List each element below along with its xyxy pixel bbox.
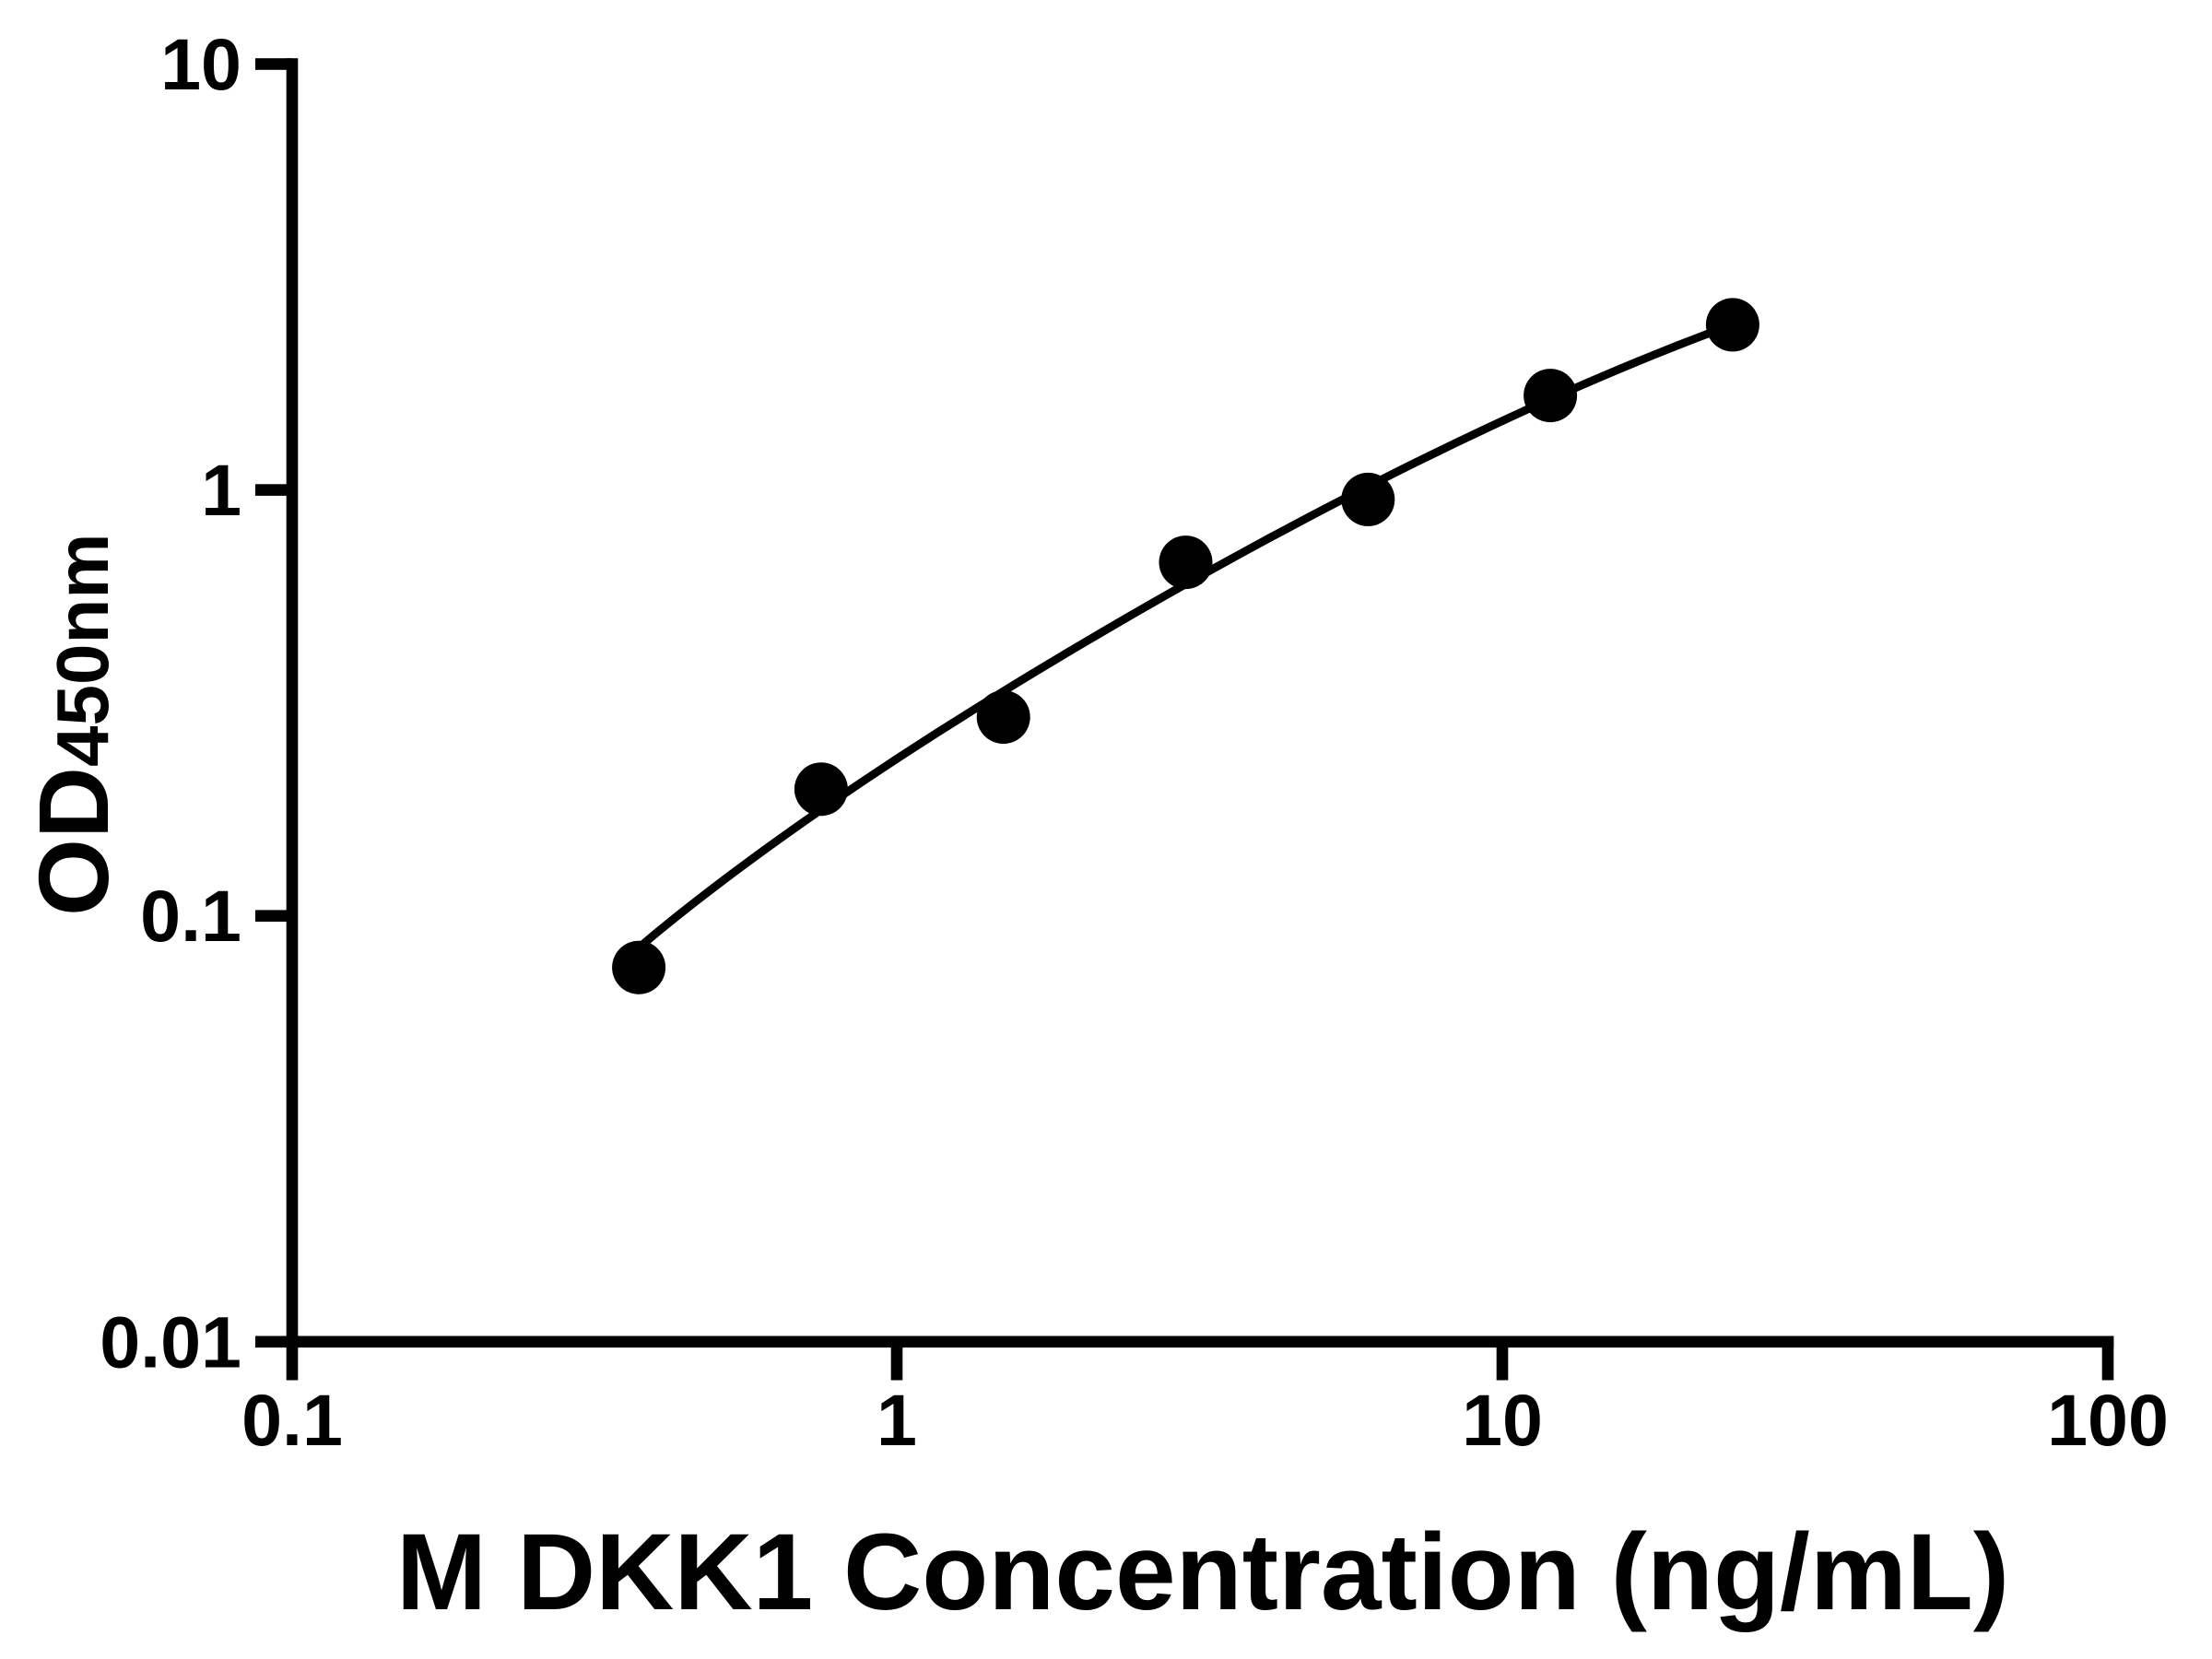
svg-text:0.1: 0.1 (140, 875, 241, 957)
svg-text:100: 100 (2047, 1379, 2169, 1461)
svg-text:1: 1 (877, 1379, 917, 1461)
svg-text:0.1: 0.1 (241, 1379, 343, 1461)
svg-text:1: 1 (201, 449, 241, 531)
svg-text:0.01: 0.01 (100, 1300, 241, 1382)
svg-text:10: 10 (160, 23, 241, 105)
svg-text:M DKK1 Concentration (ng/mL): M DKK1 Concentration (ng/mL) (396, 1512, 2009, 1633)
svg-text:10: 10 (1462, 1379, 1543, 1461)
